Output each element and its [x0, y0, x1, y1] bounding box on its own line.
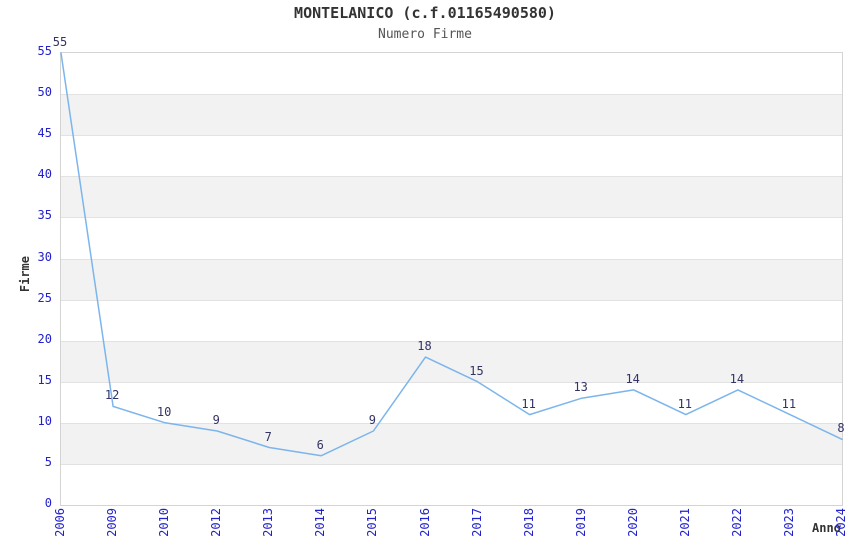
data-label: 11 — [677, 396, 693, 411]
plot-band — [61, 94, 842, 136]
x-axis-title: Anno — [812, 521, 841, 535]
chart-subtitle: Numero Firme — [378, 27, 472, 42]
y-tick-label: 15 — [37, 372, 52, 387]
plot-area — [60, 52, 843, 506]
gridline — [61, 258, 842, 260]
data-label: 15 — [469, 363, 484, 378]
gridline — [61, 299, 842, 301]
data-label: 13 — [573, 380, 588, 395]
gridline — [61, 176, 842, 178]
gridline — [61, 94, 842, 96]
x-tick-label: 2023 — [781, 508, 796, 537]
gridline — [61, 422, 842, 424]
data-label: 7 — [264, 429, 272, 444]
data-label: 18 — [417, 339, 432, 354]
numero-firme-line — [60, 52, 843, 457]
gridline — [61, 463, 842, 465]
x-tick-label: 2009 — [105, 508, 120, 537]
gridline — [61, 135, 842, 137]
y-tick-label: 20 — [37, 331, 52, 346]
plot-band — [61, 176, 842, 218]
series-line — [60, 52, 843, 457]
y-tick-label: 55 — [37, 44, 52, 58]
y-tick-label: 10 — [37, 413, 52, 428]
x-tick-label: 2019 — [573, 508, 588, 537]
x-tick-label: 2022 — [729, 508, 744, 537]
x-tick-label: 2014 — [313, 508, 328, 537]
y-tick-label: 5 — [44, 454, 52, 469]
data-label: 9 — [368, 413, 377, 427]
y-tick-label: 45 — [37, 126, 52, 141]
gridline — [61, 381, 842, 383]
x-tick-label: 2024 — [834, 508, 848, 537]
plot-band — [61, 258, 842, 300]
data-label: 55 — [52, 35, 68, 49]
x-tick-label: 2018 — [521, 508, 536, 537]
x-tick-label: 2016 — [417, 508, 432, 537]
data-label: 8 — [837, 421, 845, 436]
chart-title: MONTELANICO (c.f.01165490580) — [294, 4, 556, 22]
x-tick-label: 2013 — [261, 508, 276, 537]
data-label: 14 — [625, 371, 640, 386]
gridline — [61, 217, 842, 219]
x-tick-label: 2017 — [469, 508, 484, 537]
data-label: 12 — [104, 388, 120, 403]
y-tick-label: 35 — [37, 208, 52, 223]
x-tick-label: 2006 — [53, 508, 67, 537]
x-tick-label: 2010 — [157, 508, 172, 537]
x-tick-label: 2015 — [365, 508, 380, 537]
x-tick-label: 2021 — [677, 508, 692, 537]
data-label: 6 — [316, 437, 324, 452]
y-tick-label: 50 — [37, 85, 52, 100]
data-label: 14 — [729, 371, 745, 386]
y-tick-label: 25 — [37, 290, 52, 305]
data-label: 11 — [781, 396, 797, 411]
y-tick-label: 30 — [37, 249, 52, 264]
plot-band — [61, 340, 842, 382]
data-label: 10 — [156, 404, 172, 419]
data-label: 9 — [212, 413, 220, 427]
gridline — [61, 340, 842, 342]
plot-band — [61, 422, 842, 464]
data-label: 11 — [521, 396, 536, 411]
x-tick-label: 2020 — [625, 508, 640, 537]
y-tick-label: 40 — [37, 167, 52, 182]
x-tick-label: 2012 — [209, 508, 224, 537]
y-tick-label: 0 — [44, 496, 52, 510]
